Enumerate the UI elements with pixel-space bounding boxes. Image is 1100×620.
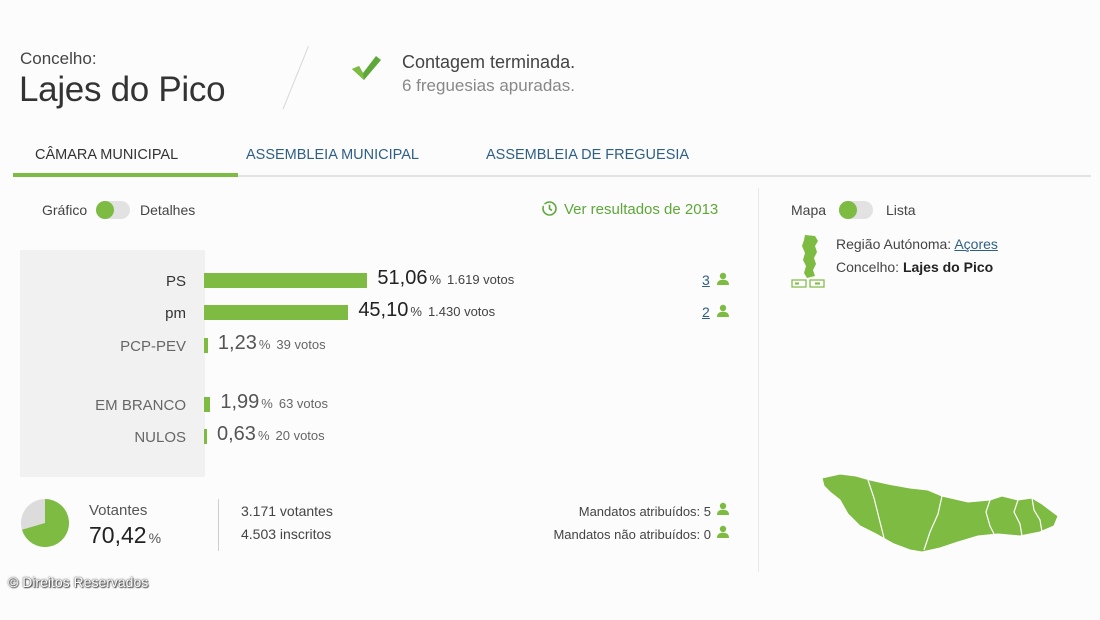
active-tab-indicator	[13, 173, 238, 177]
pct-symbol: %	[257, 428, 270, 443]
tab-assembleia-municipal[interactable]: ASSEMBLEIA MUNICIPAL	[246, 147, 419, 163]
county-label: Concelho:	[20, 49, 97, 68]
history-icon	[542, 201, 557, 216]
vote-count: 20 votos	[275, 428, 325, 443]
pct-value: 45,10	[358, 299, 409, 321]
party-label: PCP-PEV	[120, 338, 186, 355]
person-icon	[717, 525, 729, 538]
count-status-title: Contagem terminada.	[402, 52, 576, 72]
person-icon	[716, 304, 730, 318]
parish-border	[1013, 499, 1023, 537]
result-bar	[204, 273, 368, 288]
portugal-map-icon	[791, 235, 825, 288]
pct-value: 1,99	[220, 391, 260, 413]
party-label: NULOS	[134, 429, 186, 446]
toggle-label-mapa[interactable]: Mapa	[791, 202, 827, 218]
vote-count: 1.430 votos	[427, 304, 496, 319]
tab-camara-municipal[interactable]: CÂMARA MUNICIPAL	[35, 147, 179, 163]
person-icon	[716, 272, 730, 286]
toggle-knob	[96, 201, 114, 219]
seat-count-link[interactable]: 2	[702, 304, 710, 320]
person-icon	[717, 502, 729, 515]
parish-border	[985, 499, 995, 535]
island-outline[interactable]	[821, 473, 1059, 553]
party-label: EM BRANCO	[95, 397, 186, 414]
result-percentage: 51,06% 1.619 votos	[377, 267, 514, 290]
pct-symbol: %	[261, 396, 273, 411]
party-labels-background	[20, 250, 205, 477]
vote-count: 63 votos	[278, 396, 329, 411]
region-link-acores[interactable]: Açores	[954, 236, 998, 252]
mandates-assigned: Mandatos atribuídos: 5	[578, 504, 711, 519]
header-divider	[282, 46, 309, 110]
result-bar	[204, 397, 211, 412]
toggle-knob	[839, 201, 857, 219]
previous-results-label: Ver resultados de 2013	[564, 201, 719, 218]
result-bar	[204, 429, 207, 444]
turnout-pie-chart	[21, 499, 69, 547]
pct-symbol: %	[410, 304, 422, 319]
mandates-unassigned: Mandatos não atribuídos: 0	[553, 527, 711, 542]
pct-value: 51,06	[377, 267, 428, 289]
parish-border	[923, 495, 943, 551]
result-bar	[204, 338, 208, 353]
vote-count: 39 votos	[276, 337, 326, 352]
toggle-label-detalhes[interactable]: Detalhes	[140, 202, 196, 218]
pct-value: 0,63	[217, 423, 256, 445]
turnout-pie-slice	[21, 499, 69, 547]
result-bar	[204, 305, 349, 320]
county-line: Concelho: Lajes do Pico	[836, 259, 993, 275]
parish-border	[1031, 497, 1043, 533]
region-line: Região Autónoma: Açores	[836, 236, 998, 252]
result-percentage: 1,99% 63 votos	[220, 391, 328, 414]
count-status-subtitle: 6 freguesias apuradas.	[402, 76, 575, 95]
registered-count: 4.503 inscritos	[241, 526, 332, 542]
result-percentage: 1,23% 39 votos	[218, 332, 326, 355]
parish-map[interactable]	[818, 470, 1062, 556]
map-toggle-switch[interactable]	[839, 201, 873, 219]
region-county-label: Concelho:	[836, 259, 900, 275]
checkmark-icon	[352, 56, 381, 80]
party-label: PS	[165, 273, 186, 290]
tab-bar: CÂMARA MUNICIPAL ASSEMBLEIA MUNICIPAL AS…	[13, 141, 1091, 177]
party-label: pm	[165, 305, 186, 322]
column-divider	[758, 188, 759, 572]
tab-assembleia-freguesia[interactable]: ASSEMBLEIA DE FREGUESIA	[486, 147, 690, 163]
result-percentage: 45,10% 1.430 votos	[358, 299, 495, 322]
region-label: Região Autónoma:	[836, 236, 952, 252]
turnout-label: Votantes	[89, 502, 148, 519]
seat-count-link[interactable]: 3	[702, 272, 710, 288]
previous-results-link[interactable]: Ver resultados de 2013	[541, 200, 718, 218]
region-county-value: Lajes do Pico	[902, 259, 994, 275]
parish-border	[867, 479, 885, 539]
voters-count: 3.171 votantes	[241, 503, 333, 519]
pct-value: 1,23	[217, 332, 257, 354]
county-name: Lajes do Pico	[19, 70, 226, 109]
toggle-label-grafico[interactable]: Gráfico	[42, 202, 88, 218]
turnout-percentage: 70,42%	[89, 522, 162, 548]
copyright-watermark: © Direitos Reservados	[8, 574, 149, 590]
vote-count: 1.619 votos	[447, 272, 515, 287]
view-toggle-switch[interactable]	[96, 201, 130, 219]
pct-symbol: %	[429, 272, 442, 287]
toggle-label-lista[interactable]: Lista	[886, 202, 916, 218]
pct-symbol: %	[258, 337, 271, 352]
stats-divider	[218, 499, 219, 551]
result-percentage: 0,63% 20 votos	[217, 423, 325, 446]
